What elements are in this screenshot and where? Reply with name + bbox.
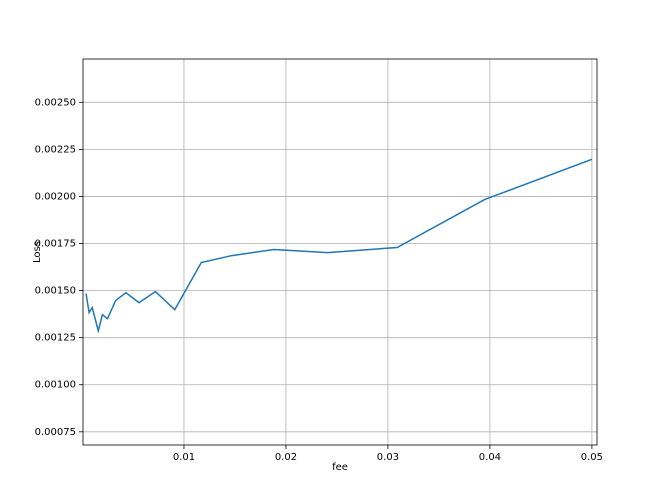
y-tick-label: 0.00200 — [35, 191, 76, 202]
x-axis-label: fee — [332, 462, 348, 473]
y-tick-label: 0.00075 — [35, 427, 76, 438]
line-series — [85, 158, 593, 334]
y-tick-label: 0.00100 — [35, 380, 76, 391]
x-tick-label: 0.03 — [377, 452, 399, 463]
y-tick-label: 0.00250 — [35, 97, 76, 108]
y-tick-label: 0.00150 — [35, 286, 76, 297]
y-tick-label: 0.00125 — [35, 333, 76, 344]
y-tick-label: 0.00175 — [35, 239, 76, 250]
y-axis-label: Loss — [32, 241, 43, 263]
y-tick-label: 0.00225 — [35, 144, 76, 155]
plot-frame — [82, 58, 598, 446]
x-tick-label: 0.02 — [275, 452, 297, 463]
x-tick-label: 0.05 — [581, 452, 603, 463]
x-tick-label: 0.01 — [173, 452, 195, 463]
x-tick-label: 0.04 — [479, 452, 501, 463]
